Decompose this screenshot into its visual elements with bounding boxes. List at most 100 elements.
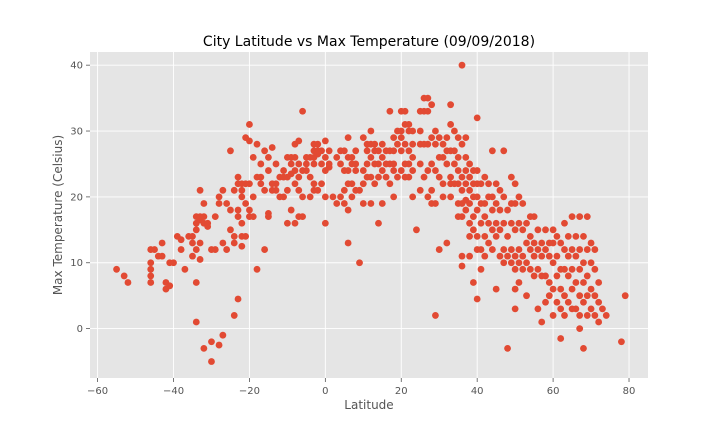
data-point <box>447 121 455 128</box>
data-point <box>200 213 208 221</box>
data-point <box>458 173 466 181</box>
data-point <box>595 279 603 286</box>
data-point <box>405 121 413 128</box>
data-point <box>568 246 576 253</box>
x-tick-label: 20 <box>395 386 408 397</box>
data-point <box>204 223 212 230</box>
data-point <box>477 219 485 227</box>
data-point <box>511 252 519 260</box>
data-point <box>401 107 409 115</box>
x-tick-label: −60 <box>87 386 108 397</box>
data-point <box>473 206 481 214</box>
data-point <box>211 213 219 221</box>
data-point <box>568 265 576 273</box>
data-point <box>283 219 291 227</box>
data-point <box>378 200 386 207</box>
data-point <box>580 259 587 267</box>
data-point <box>261 147 269 155</box>
data-point <box>466 200 473 207</box>
data-point <box>473 295 481 303</box>
data-point <box>488 226 496 234</box>
data-point <box>530 272 538 280</box>
data-point <box>249 193 257 201</box>
data-point <box>572 305 580 313</box>
data-point <box>302 160 310 168</box>
data-point <box>386 107 394 115</box>
data-point <box>439 153 447 161</box>
data-point <box>318 180 325 188</box>
data-point <box>306 193 314 201</box>
x-tick-label: −40 <box>163 386 184 397</box>
data-point <box>352 147 360 155</box>
data-point <box>538 318 546 326</box>
data-point <box>397 127 405 135</box>
data-point <box>367 173 375 181</box>
data-point <box>469 213 477 221</box>
data-point <box>390 193 398 201</box>
data-point <box>352 167 360 174</box>
data-point <box>549 259 557 267</box>
data-point <box>318 160 325 168</box>
data-point <box>196 239 204 247</box>
data-point <box>272 186 280 194</box>
data-point <box>458 252 466 260</box>
data-point <box>507 246 515 253</box>
data-point <box>344 239 352 247</box>
data-point <box>549 226 557 234</box>
data-point <box>519 252 527 260</box>
data-point <box>390 134 398 142</box>
data-point <box>314 186 322 194</box>
data-point <box>394 140 401 148</box>
data-point <box>272 160 280 168</box>
data-point <box>230 233 238 240</box>
data-point <box>561 246 568 253</box>
data-point <box>492 180 500 188</box>
data-point <box>321 137 329 145</box>
data-point <box>561 312 568 319</box>
data-point <box>356 186 363 194</box>
data-point <box>572 233 580 240</box>
data-point <box>568 285 576 293</box>
data-point <box>526 265 534 273</box>
data-point <box>568 213 576 221</box>
data-point <box>530 252 538 260</box>
data-point <box>557 305 565 313</box>
data-point <box>473 167 481 174</box>
data-point <box>249 213 257 221</box>
data-point <box>413 226 420 234</box>
data-point <box>576 213 584 221</box>
data-point <box>454 134 462 142</box>
data-point <box>371 180 379 188</box>
data-point <box>538 239 546 247</box>
data-point <box>230 312 238 319</box>
x-tick-label: −20 <box>239 386 260 397</box>
data-point <box>265 153 272 161</box>
data-point <box>192 318 200 326</box>
data-point <box>481 213 489 221</box>
data-point <box>378 153 386 161</box>
data-point <box>481 200 489 207</box>
data-point <box>261 186 269 194</box>
data-point <box>481 173 489 181</box>
data-point <box>477 246 485 253</box>
data-point <box>439 180 447 188</box>
data-point <box>230 186 238 194</box>
data-point <box>261 246 269 253</box>
data-point <box>242 200 250 207</box>
data-point <box>189 252 196 260</box>
data-point <box>458 61 466 69</box>
data-point <box>587 259 595 267</box>
data-point <box>583 213 591 221</box>
data-point <box>458 186 466 194</box>
data-point <box>576 312 584 319</box>
data-point <box>572 279 580 286</box>
data-point <box>458 140 466 148</box>
data-point <box>409 153 417 161</box>
data-point <box>576 325 584 333</box>
data-point <box>511 180 519 188</box>
data-point <box>561 292 568 300</box>
data-point <box>462 153 470 161</box>
data-point <box>481 233 489 240</box>
data-point <box>515 279 523 286</box>
